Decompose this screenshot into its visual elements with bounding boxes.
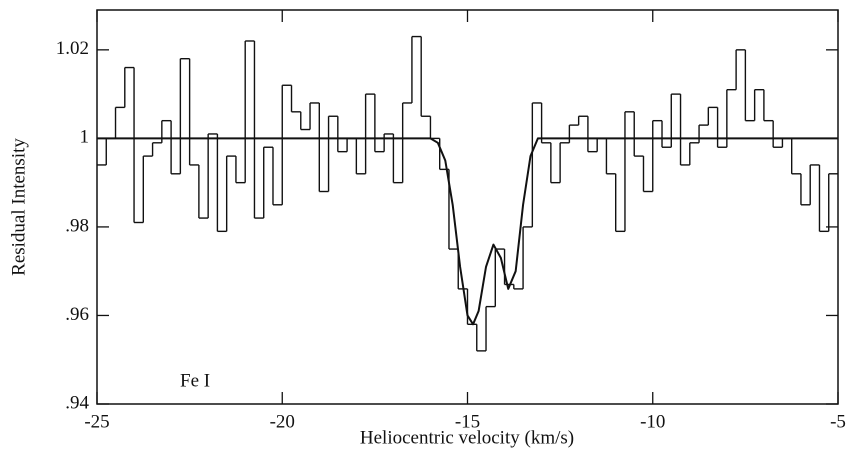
x-axis-label: Heliocentric velocity (km/s) bbox=[360, 427, 574, 448]
x-tick-label: -20 bbox=[270, 411, 295, 432]
x-tick-label: -15 bbox=[455, 411, 480, 432]
y-tick-label: .94 bbox=[65, 392, 89, 413]
annotation: Fe I bbox=[180, 370, 210, 391]
y-tick-label: 1.02 bbox=[56, 38, 89, 59]
y-tick-label: .98 bbox=[65, 215, 89, 236]
x-tick-label: -5 bbox=[830, 411, 846, 432]
fit-curve bbox=[97, 137, 838, 326]
y-axis-label: Residual Intensity bbox=[8, 138, 29, 276]
y-tick-label: 1 bbox=[80, 127, 90, 148]
x-tick-label: -25 bbox=[84, 411, 109, 432]
x-tick-label: -10 bbox=[640, 411, 665, 432]
y-tick-label: .96 bbox=[65, 304, 89, 325]
